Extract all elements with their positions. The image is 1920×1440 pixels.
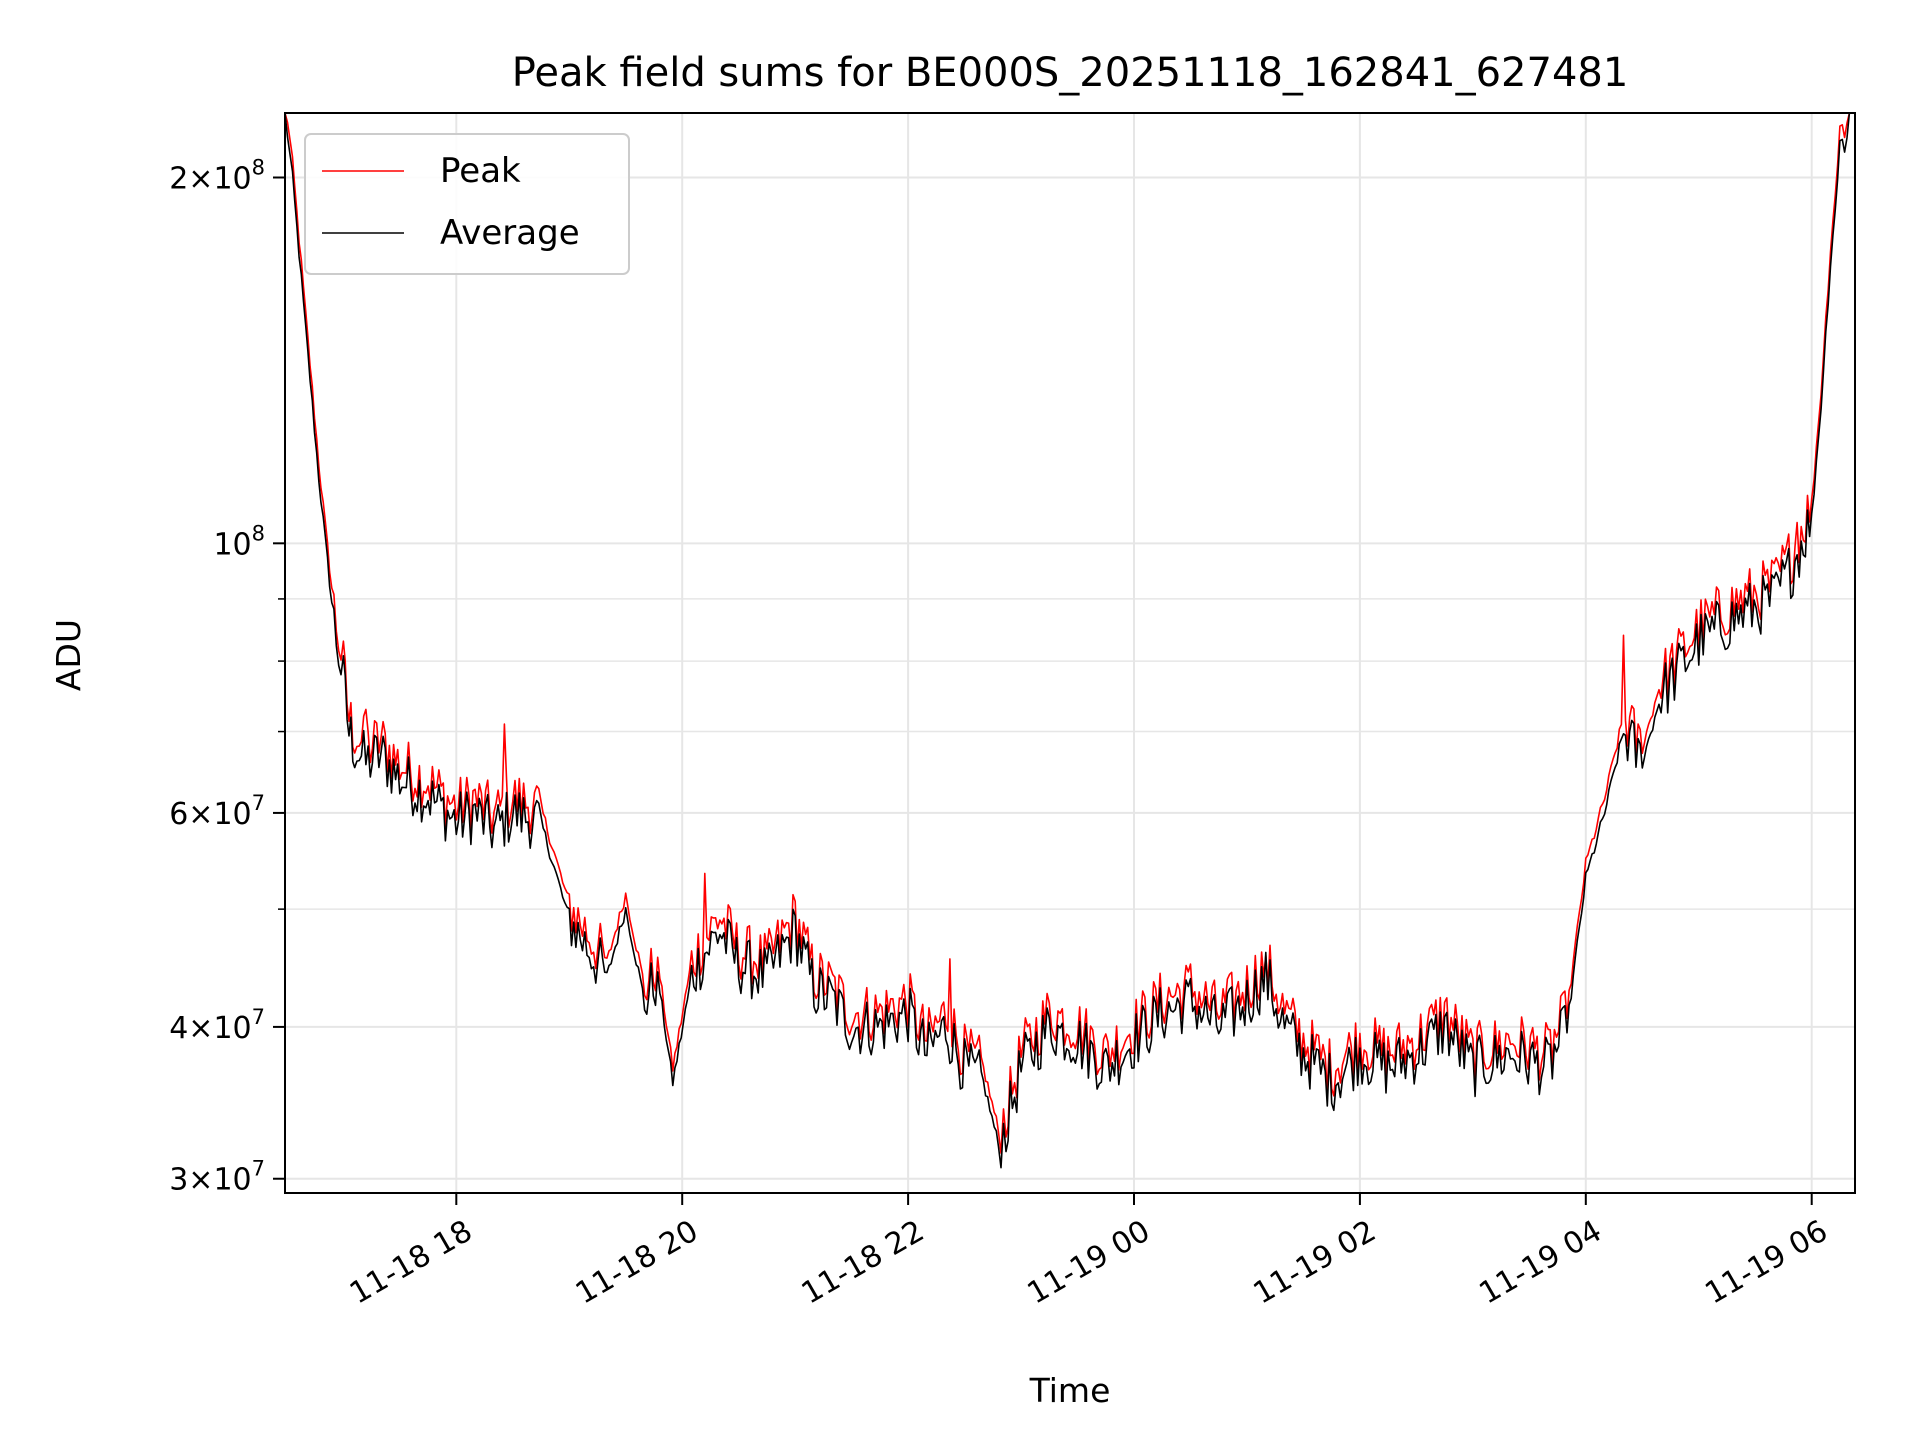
y-tick-label: 108 — [213, 521, 265, 562]
series-line-peak — [284, 112, 1851, 1154]
series-layer — [284, 112, 1851, 1169]
series-line-average — [284, 112, 1851, 1169]
y-axis: 3×107 4×107 6×107 108 2×108 — [169, 156, 285, 1198]
x-axis-title: Time — [1029, 1371, 1111, 1410]
y-tick-label: 3×107 — [169, 1157, 265, 1198]
y-axis-title: ADU — [49, 619, 88, 691]
legend: Peak Average — [304, 133, 630, 275]
plot-frame — [284, 112, 1856, 1194]
legend-box — [304, 133, 630, 275]
y-tick-label: 4×107 — [169, 1005, 265, 1046]
legend-label-peak: Peak — [440, 151, 521, 191]
y-tick-label: 2×108 — [169, 156, 265, 197]
legend-label-average: Average — [440, 213, 580, 253]
grid — [285, 113, 1855, 1193]
y-tick-label: 6×107 — [169, 791, 265, 832]
chart-title: Peak field sums for BE000S_20251118_1628… — [512, 50, 1629, 96]
